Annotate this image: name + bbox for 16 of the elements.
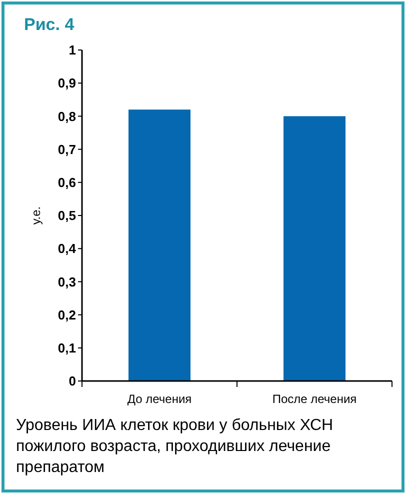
y-tick-label: 1 xyxy=(68,42,76,58)
y-tick-label: 0,8 xyxy=(58,108,76,124)
y-tick-label: 0,3 xyxy=(58,274,76,290)
x-tick-label: До лечения xyxy=(127,392,192,406)
y-tick-label: 0,5 xyxy=(58,208,76,224)
y-tick-label: 0,1 xyxy=(58,340,76,356)
chart-title: Рис. 4 xyxy=(24,15,75,34)
y-tick-label: 0,4 xyxy=(58,241,77,256)
y-tick-label: 0,7 xyxy=(58,142,76,157)
text: Уровень ИИА клеток крови у больных ХСН пожилого возраста, проходивших лечение препаратом xyxy=(16,417,334,476)
x-tick-label: После лечения xyxy=(272,392,357,406)
y-tick-label: 0,9 xyxy=(58,76,76,91)
y-axis-title: у.е. xyxy=(29,206,43,225)
y-tick-label: 0 xyxy=(68,374,76,389)
y-tick-label: 0,2 xyxy=(58,307,76,322)
y-tick-label: 0,6 xyxy=(58,174,76,190)
